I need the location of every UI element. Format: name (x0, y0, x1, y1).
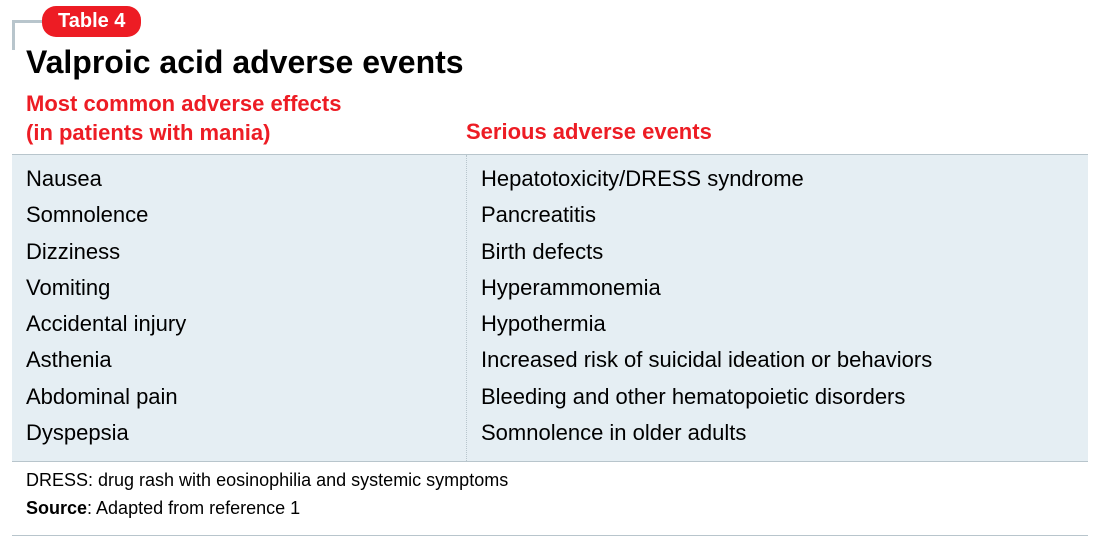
list-item: Asthenia (26, 342, 452, 378)
list-item: Pancreatitis (481, 197, 1074, 233)
badge-label: Table 4 (58, 10, 125, 32)
list-item: Accidental injury (26, 306, 452, 342)
list-item: Hyperammonemia (481, 270, 1074, 306)
column-headers: Most common adverse effects (in patients… (26, 90, 1086, 147)
list-item: Bleeding and other hematopoietic disorde… (481, 379, 1074, 415)
list-item: Birth defects (481, 234, 1074, 270)
header-left: Most common adverse effects (in patients… (26, 90, 466, 147)
source-text: : Adapted from reference 1 (87, 498, 300, 518)
source-label: Source (26, 498, 87, 518)
list-item: Vomiting (26, 270, 452, 306)
source-line: Source: Adapted from reference 1 (26, 495, 1074, 523)
column-common-effects: Nausea Somnolence Dizziness Vomiting Acc… (12, 155, 466, 461)
list-item: Somnolence (26, 197, 452, 233)
header-right: Serious adverse events (466, 90, 1086, 147)
list-item: Dyspepsia (26, 415, 452, 451)
table-title: Valproic acid adverse events (26, 44, 464, 81)
list-item: Abdominal pain (26, 379, 452, 415)
table-footer: DRESS: drug rash with eosinophilia and s… (12, 457, 1088, 536)
table-number-badge: Table 4 (42, 6, 141, 37)
abbreviation-note: DRESS: drug rash with eosinophilia and s… (26, 467, 1074, 495)
list-item: Hepatotoxicity/DRESS syndrome (481, 161, 1074, 197)
list-item: Hypothermia (481, 306, 1074, 342)
list-item: Somnolence in older adults (481, 415, 1074, 451)
table-body: Nausea Somnolence Dizziness Vomiting Acc… (12, 154, 1088, 462)
header-left-line2: (in patients with mania) (26, 119, 466, 148)
column-serious-events: Hepatotoxicity/DRESS syndrome Pancreatit… (466, 155, 1088, 461)
list-item: Dizziness (26, 234, 452, 270)
header-left-line1: Most common adverse effects (26, 90, 466, 119)
list-item: Nausea (26, 161, 452, 197)
list-item: Increased risk of suicidal ideation or b… (481, 342, 1074, 378)
